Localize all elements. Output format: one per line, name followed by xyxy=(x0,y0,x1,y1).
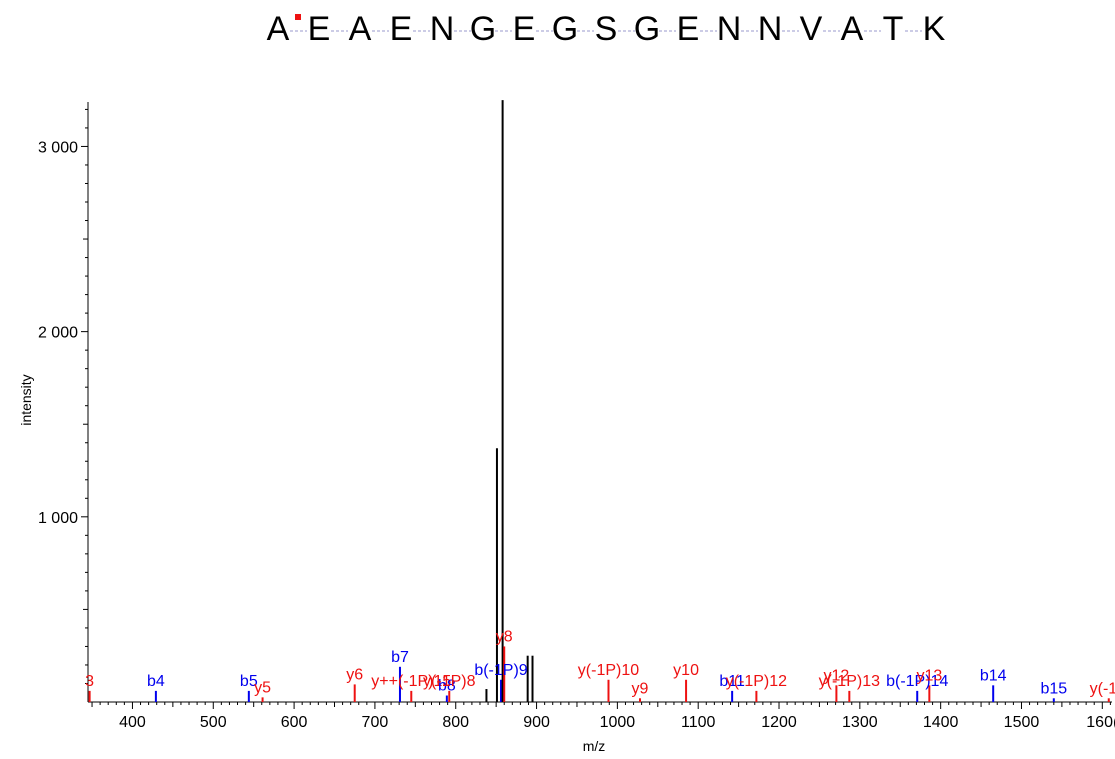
peak-label: b4 xyxy=(147,673,165,690)
peak-label: b7 xyxy=(391,649,409,666)
peak-label: 3 xyxy=(85,673,94,690)
x-tick-label: 600 xyxy=(281,714,308,731)
peak-label: b5 xyxy=(240,673,258,690)
x-ticks: 400 500 600 700 800 900 1000 1100 1200 1300 1400 15… xyxy=(91,702,1115,731)
peak-label: b(-1P)9 xyxy=(474,662,527,679)
modification-marker xyxy=(295,14,301,20)
x-tick-label: 1500 xyxy=(1004,714,1040,731)
sequence-residue: T xyxy=(883,10,904,48)
sequence-residue: A xyxy=(349,10,372,48)
x-tick-label: 500 xyxy=(200,714,227,731)
sequence-residue: G xyxy=(634,10,660,48)
peak-label: b15 xyxy=(1040,680,1067,697)
x-tick-label: 1200 xyxy=(761,714,797,731)
sequence-residue: N xyxy=(717,10,742,48)
peak-label: y(-1P xyxy=(1090,680,1115,697)
sequence-residue: A xyxy=(267,10,290,48)
x-tick-label: 160( xyxy=(1086,714,1115,731)
y-ticks: 1 000 2 000 3 000 xyxy=(38,108,88,684)
peak-label: y(-1P)13 xyxy=(819,673,880,690)
y-tick-label: 2 000 xyxy=(38,325,78,342)
x-tick-label: 400 xyxy=(119,714,146,731)
x-axis-title: m/z xyxy=(583,738,606,754)
peak-label: b8 xyxy=(438,678,456,695)
peak-label: b11 xyxy=(719,673,745,690)
peaks xyxy=(88,100,1110,702)
peak-label: b14 xyxy=(980,667,1007,684)
x-tick-label: 900 xyxy=(523,714,550,731)
peak-label: y13 xyxy=(916,667,942,684)
peak-label: y(-1P)8 xyxy=(423,673,476,690)
x-tick-label: 800 xyxy=(442,714,469,731)
peak-label: y10 xyxy=(673,662,699,679)
peak-label: y8 xyxy=(496,628,513,645)
x-tick-label: 1100 xyxy=(681,714,716,731)
y-tick-label: 1 000 xyxy=(38,510,78,527)
y-tick-label: 3 000 xyxy=(38,139,78,156)
x-tick-label: 1000 xyxy=(600,714,636,731)
sequence-residue: E xyxy=(513,10,536,48)
sequence-residue: V xyxy=(800,10,823,48)
x-tick-label: 1300 xyxy=(842,714,878,731)
sequence-residue: N xyxy=(430,10,455,48)
peak-label: y9 xyxy=(632,680,649,697)
peak-label: y5 xyxy=(254,679,271,696)
peak-label: y6 xyxy=(346,666,363,683)
x-tick-label: 700 xyxy=(362,714,389,731)
sequence-residue: K xyxy=(923,10,946,48)
x-tick-label: 1400 xyxy=(923,714,959,731)
sequence-residue: S xyxy=(595,10,618,48)
peak-label: y(-1P)12 xyxy=(726,673,787,690)
sequence-residue: N xyxy=(758,10,783,48)
sequence-residue: G xyxy=(552,10,578,48)
sequence-residue: G xyxy=(470,10,496,48)
sequence-residue: E xyxy=(677,10,700,48)
peak-label: y12 xyxy=(824,667,850,684)
peak-label: b(-1P)14 xyxy=(886,673,948,690)
sequence-residue: E xyxy=(390,10,413,48)
sequence-residue: E xyxy=(308,10,331,48)
y-axis-title: intensity xyxy=(18,374,34,425)
peak-label: y(-1P)10 xyxy=(578,662,639,679)
axes xyxy=(87,102,1112,703)
sequence-residue: A xyxy=(841,10,864,48)
peak-label: y++(-1P)15 xyxy=(371,673,451,690)
